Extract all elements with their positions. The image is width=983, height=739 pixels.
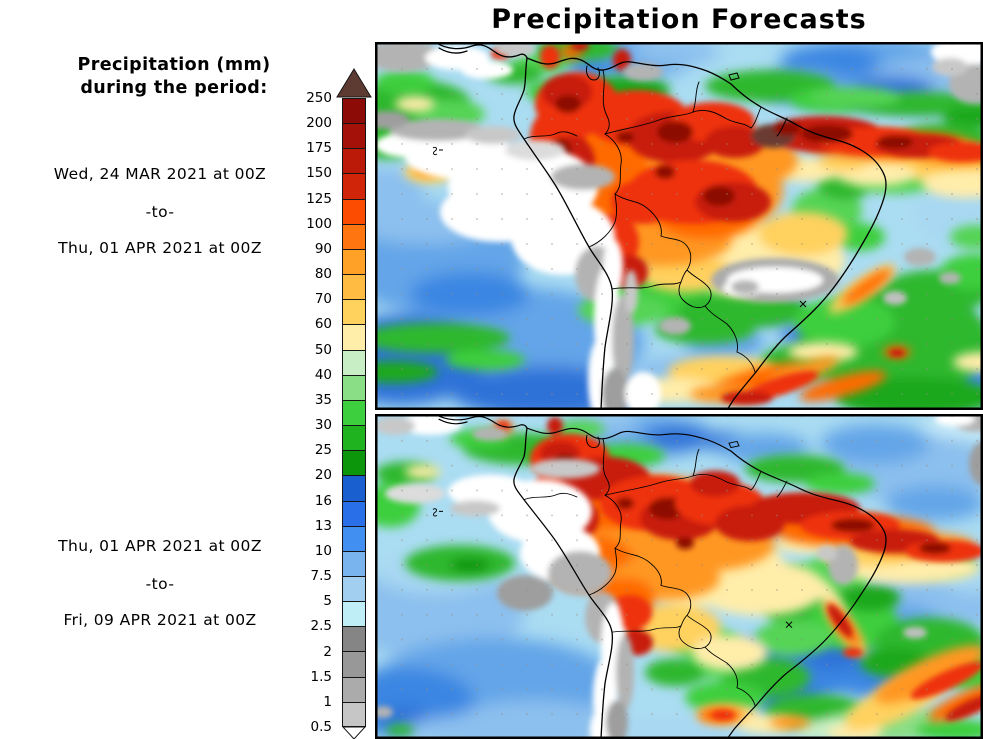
colorbar-tick-label: 175 bbox=[306, 140, 332, 157]
colorbar-segment bbox=[342, 626, 366, 652]
colorbar-segment bbox=[342, 274, 366, 300]
forecast-period-2: Thu, 01 APR 2021 at 00Z -to- Fri, 09 APR… bbox=[6, 538, 314, 629]
colorbar-tick-label: 20 bbox=[314, 467, 332, 484]
colorbar-segment bbox=[342, 525, 366, 551]
period-1-start-date: Wed, 24 MAR 2021 at 00Z bbox=[53, 165, 267, 183]
colorbar-overflow-arrow bbox=[336, 68, 372, 98]
colorbar-segment bbox=[342, 425, 366, 451]
colorbar-tick-label: 200 bbox=[306, 115, 332, 132]
colorbar-tick-label: 150 bbox=[306, 165, 332, 182]
legend-heading-line1: Precipitation (mm) bbox=[77, 55, 271, 75]
colorbar-segment bbox=[342, 575, 366, 602]
colorbar-segment bbox=[342, 701, 366, 727]
map-2-border bbox=[375, 414, 983, 739]
map-1-border bbox=[375, 42, 983, 410]
graticule-dots bbox=[375, 414, 983, 739]
colorbar-tick-label: 1.5 bbox=[310, 668, 332, 685]
colorbar-tick-labels: 250 200 175 150 125 100 90 80 70 60 50 40 35 30 25 20 16… bbox=[278, 68, 337, 739]
period-1-end-date: Thu, 01 APR 2021 at 00Z bbox=[58, 239, 262, 257]
period-1-separator: -to- bbox=[145, 203, 175, 221]
colorbar-tick-label: 10 bbox=[314, 542, 332, 559]
colorbar-tick-label: 7.5 bbox=[310, 568, 332, 585]
period-2-start-date: Thu, 01 APR 2021 at 00Z bbox=[58, 537, 262, 555]
colorbar-segment bbox=[342, 349, 366, 375]
colorbar-tick-label: 50 bbox=[314, 341, 332, 358]
colorbar-segment bbox=[342, 123, 366, 149]
colorbar-underflow-arrow bbox=[342, 726, 366, 739]
map-glyphs bbox=[432, 146, 807, 308]
colorbar-segments bbox=[342, 98, 366, 727]
colorbar-segment bbox=[342, 651, 366, 677]
colorbar-segment bbox=[342, 198, 366, 224]
colorbar-segment bbox=[342, 299, 366, 325]
colorbar-tick-label: 125 bbox=[306, 190, 332, 207]
colorbar-tick-label: 0.5 bbox=[310, 719, 332, 735]
colorbar-tick-label: 250 bbox=[306, 90, 332, 106]
colorbar-tick-label: 1 bbox=[323, 693, 332, 710]
precip-map-period-1 bbox=[375, 42, 983, 410]
page-title: Precipitation Forecasts bbox=[491, 4, 867, 35]
period-2-separator: -to- bbox=[145, 575, 175, 593]
colorbar-segment bbox=[342, 148, 366, 174]
precip-map-period-2 bbox=[375, 414, 983, 739]
colorbar-tick-label: 16 bbox=[314, 492, 332, 509]
colorbar-segment bbox=[342, 374, 366, 400]
graticule-dots bbox=[375, 42, 983, 410]
colorbar-segment bbox=[342, 98, 366, 124]
colorbar-tick-label: 70 bbox=[314, 291, 332, 308]
colorbar-tick-label: 2 bbox=[323, 643, 332, 660]
colorbar-segment bbox=[342, 500, 366, 526]
map-glyphs bbox=[432, 508, 793, 629]
colorbar-segment bbox=[342, 475, 366, 501]
legend-heading: Precipitation (mm) during the period: bbox=[26, 54, 322, 99]
colorbar-segment bbox=[342, 676, 366, 702]
colorbar-segment bbox=[342, 550, 366, 576]
period-2-end-date: Fri, 09 APR 2021 at 00Z bbox=[63, 611, 257, 629]
colorbar-tick-label: 80 bbox=[314, 266, 332, 283]
colorbar-segment bbox=[342, 399, 366, 426]
precip-map-period-2-canvas bbox=[375, 414, 983, 739]
colorbar-tick-label: 90 bbox=[314, 240, 332, 257]
colorbar-segment bbox=[342, 601, 366, 627]
precip-map-period-1-canvas bbox=[375, 42, 983, 410]
colorbar-segment bbox=[342, 223, 366, 249]
colorbar-tick-label: 2.5 bbox=[310, 618, 332, 635]
colorbar-segment bbox=[342, 173, 366, 199]
colorbar-tick-label: 30 bbox=[314, 417, 332, 434]
colorbar-tick-label: 13 bbox=[314, 517, 332, 534]
colorbar-tick-label: 60 bbox=[314, 316, 332, 333]
forecast-period-1: Wed, 24 MAR 2021 at 00Z -to- Thu, 01 APR… bbox=[6, 166, 314, 257]
colorbar-tick-label: 5 bbox=[323, 593, 332, 610]
colorbar-segment bbox=[342, 324, 366, 350]
colorbar-tick-label: 40 bbox=[314, 366, 332, 383]
colorbar-segment bbox=[342, 450, 366, 476]
colorbar-segment bbox=[342, 248, 366, 275]
colorbar-tick-label: 35 bbox=[314, 391, 332, 408]
colorbar-tick-label: 100 bbox=[306, 215, 332, 232]
legend-heading-line2: during the period: bbox=[80, 77, 268, 98]
precip-colorbar bbox=[336, 68, 372, 739]
colorbar-tick-label: 25 bbox=[314, 442, 332, 459]
